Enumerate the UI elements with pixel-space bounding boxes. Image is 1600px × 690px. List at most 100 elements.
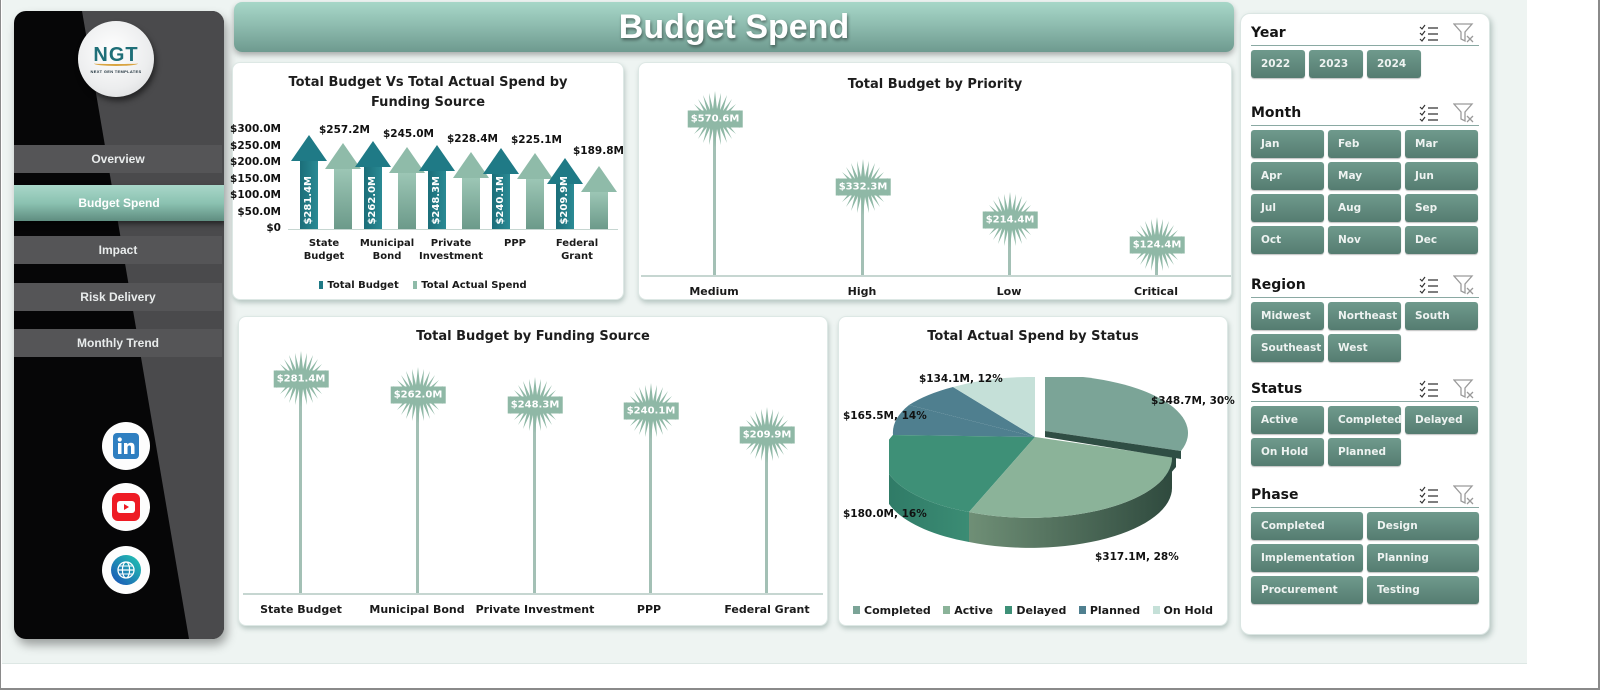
slicer-item-delayed[interactable]: Delayed bbox=[1405, 406, 1478, 434]
slicer-item-completed-phase[interactable]: Completed bbox=[1251, 512, 1363, 540]
bar-budget-federal-grant[interactable]: $209.9M bbox=[547, 158, 583, 229]
slicer-item-jul[interactable]: Jul bbox=[1251, 194, 1324, 222]
lollipop-critical[interactable]: $124.4M bbox=[1129, 217, 1185, 273]
bar-budget-ppp[interactable]: $240.1M bbox=[483, 148, 519, 229]
sidebar: NGT NEXT GEN TEMPLATES Overview Budget S… bbox=[14, 11, 224, 639]
slicer-item-feb[interactable]: Feb bbox=[1328, 130, 1401, 158]
clear-filter-icon[interactable] bbox=[1453, 484, 1475, 505]
bar-spend-federal-grant[interactable] bbox=[581, 166, 617, 229]
multi-select-icon[interactable] bbox=[1419, 380, 1439, 398]
clear-filter-icon[interactable] bbox=[1453, 274, 1475, 295]
slicer-item-southeast[interactable]: Southeast bbox=[1251, 334, 1324, 362]
pie-label-planned: $165.5M, 14% bbox=[843, 410, 927, 422]
lollipop-ppp[interactable]: $240.1M bbox=[623, 383, 679, 439]
clear-filter-icon[interactable] bbox=[1453, 102, 1475, 123]
lollipop-state-budget[interactable]: $281.4M bbox=[273, 351, 329, 407]
x-category: Critical bbox=[1133, 285, 1178, 298]
slicer-item-jun[interactable]: Jun bbox=[1405, 162, 1478, 190]
legend-total-actual-spend[interactable]: Total Actual Spend bbox=[413, 280, 527, 291]
slicer-item-design[interactable]: Design bbox=[1367, 512, 1479, 540]
bar-budget-private-investment[interactable]: $248.3M bbox=[419, 145, 455, 229]
slicer-item-procurement[interactable]: Procurement bbox=[1251, 576, 1363, 604]
slicer-item-active[interactable]: Active bbox=[1251, 406, 1324, 434]
slicer-item-completed[interactable]: Completed bbox=[1328, 406, 1402, 434]
legend-active[interactable]: Active bbox=[943, 604, 993, 617]
slicer-item-sep[interactable]: Sep bbox=[1405, 194, 1478, 222]
slicer-item-planning[interactable]: Planning bbox=[1367, 544, 1479, 572]
pie-label-completed: $348.7M, 30% bbox=[1151, 395, 1235, 407]
lollipop-private-investment[interactable]: $248.3M bbox=[507, 377, 563, 433]
lollipop-federal-grant[interactable]: $209.9M bbox=[739, 407, 795, 463]
lollipop-municipal-bond[interactable]: $262.0M bbox=[390, 367, 446, 423]
sidebar-item-budget-spend[interactable]: Budget Spend bbox=[14, 185, 224, 221]
legend-on-hold[interactable]: On Hold bbox=[1152, 604, 1213, 617]
slicer-item-2024[interactable]: 2024 bbox=[1367, 50, 1421, 78]
multi-select-icon[interactable] bbox=[1419, 276, 1439, 294]
youtube-button[interactable] bbox=[102, 483, 150, 531]
website-button[interactable] bbox=[102, 546, 150, 594]
slicer-item-nov[interactable]: Nov bbox=[1328, 226, 1401, 254]
legend-total-budget[interactable]: Total Budget bbox=[319, 280, 399, 291]
slicer-item-midwest[interactable]: Midwest bbox=[1251, 302, 1324, 330]
pie-slice-planned[interactable] bbox=[892, 405, 1035, 437]
chart-budget-by-priority: Total Budget by Priority $570.6M Medium … bbox=[638, 62, 1232, 300]
slicer-item-jan[interactable]: Jan bbox=[1251, 130, 1324, 158]
sidebar-item-risk-delivery[interactable]: Risk Delivery bbox=[14, 283, 222, 311]
slicer-item-aug[interactable]: Aug bbox=[1328, 194, 1401, 222]
sidebar-item-impact[interactable]: Impact bbox=[14, 236, 222, 264]
linkedin-button[interactable] bbox=[102, 422, 150, 470]
pie-slice-completed[interactable] bbox=[1045, 377, 1188, 451]
slicer-item-mar[interactable]: Mar bbox=[1405, 130, 1478, 158]
bar-value-label: $209.9M bbox=[739, 426, 795, 444]
y-tick: $50.0M bbox=[237, 206, 281, 218]
legend-planned[interactable]: Planned bbox=[1078, 604, 1140, 617]
slicer-item-on-hold[interactable]: On Hold bbox=[1251, 438, 1324, 466]
slicer-item-dec[interactable]: Dec bbox=[1405, 226, 1478, 254]
pie-slice-active[interactable] bbox=[969, 437, 1173, 518]
pie-slice-on-hold[interactable] bbox=[953, 377, 1035, 437]
slicer-item-apr[interactable]: Apr bbox=[1251, 162, 1324, 190]
slicer-month: Month Jan Feb Mar Apr May Jun Jul Aug Se… bbox=[1251, 100, 1479, 254]
dashboard-canvas: NGT NEXT GEN TEMPLATES Overview Budget S… bbox=[2, 0, 1527, 664]
sidebar-item-overview[interactable]: Overview bbox=[14, 145, 222, 173]
slicer-item-northeast[interactable]: Northeast bbox=[1328, 302, 1401, 330]
bar-budget-state-budget[interactable]: $281.4M bbox=[291, 135, 327, 229]
slicer-item-planned[interactable]: Planned bbox=[1328, 438, 1401, 466]
x-category: Federal Grant bbox=[724, 603, 810, 616]
chart-budget-vs-spend: Total Budget Vs Total Actual Spend by Fu… bbox=[230, 62, 624, 300]
x-category: State Budget bbox=[303, 238, 345, 262]
slicer-item-2022[interactable]: 2022 bbox=[1251, 50, 1305, 78]
multi-select-icon[interactable] bbox=[1419, 24, 1439, 42]
pie-label-on-hold: $134.1M, 12% bbox=[919, 373, 1003, 385]
clear-filter-icon[interactable] bbox=[1453, 378, 1475, 399]
slicer-title: Region bbox=[1251, 276, 1306, 293]
slicer-item-west[interactable]: West bbox=[1328, 334, 1401, 362]
chart-legend: Total Budget Total Actual Spend bbox=[233, 276, 623, 294]
youtube-icon bbox=[112, 493, 140, 521]
sidebar-item-monthly-trend[interactable]: Monthly Trend bbox=[14, 329, 222, 357]
lollipop-medium[interactable]: $570.6M bbox=[687, 91, 743, 147]
legend-delayed[interactable]: Delayed bbox=[1005, 604, 1066, 617]
chart-title: Total Actual Spend by Status bbox=[927, 329, 1139, 344]
slicer-item-may[interactable]: May bbox=[1328, 162, 1401, 190]
bar-value-label: $240.1M bbox=[623, 402, 679, 420]
chart-title: Total Budget by Priority bbox=[847, 77, 1023, 92]
y-tick: $300.0M bbox=[230, 123, 281, 135]
multi-select-icon[interactable] bbox=[1419, 486, 1439, 504]
pie-slice-delayed[interactable] bbox=[889, 435, 1035, 512]
legend-swatch bbox=[1005, 606, 1013, 614]
lollipop-low[interactable]: $214.4M bbox=[982, 192, 1038, 248]
pie-label-delayed: $180.0M, 16% bbox=[843, 508, 927, 520]
slicer-item-oct[interactable]: Oct bbox=[1251, 226, 1324, 254]
clear-filter-icon[interactable] bbox=[1453, 22, 1475, 43]
legend-label: Delayed bbox=[1016, 603, 1067, 617]
bar-budget-municipal-bond[interactable]: $262.0M bbox=[355, 141, 391, 229]
lollipop-high[interactable]: $332.3M bbox=[835, 159, 891, 215]
slicer-item-testing[interactable]: Testing bbox=[1367, 576, 1479, 604]
slicer-item-2023[interactable]: 2023 bbox=[1309, 50, 1363, 78]
slicer-item-south[interactable]: South bbox=[1405, 302, 1478, 330]
multi-select-icon[interactable] bbox=[1419, 104, 1439, 122]
slicer-item-implementation[interactable]: Implementation bbox=[1251, 544, 1363, 572]
legend-completed[interactable]: Completed bbox=[853, 604, 931, 617]
sidebar-decor bbox=[82, 11, 224, 639]
